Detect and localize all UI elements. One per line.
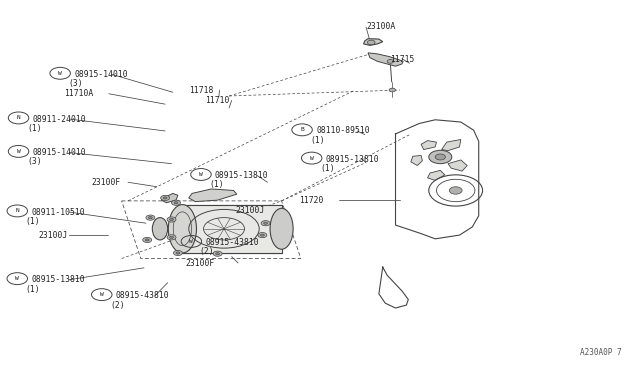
Text: 23100J: 23100J: [236, 206, 265, 215]
Text: A230A0P 7: A230A0P 7: [580, 348, 622, 357]
Circle shape: [435, 154, 445, 160]
Text: 11710: 11710: [205, 96, 229, 105]
Text: W: W: [58, 71, 62, 76]
Text: N: N: [17, 115, 20, 121]
Text: 23100J: 23100J: [38, 231, 68, 240]
Text: (2): (2): [110, 301, 125, 310]
Circle shape: [163, 197, 167, 199]
Circle shape: [167, 217, 176, 222]
Circle shape: [387, 60, 394, 63]
Text: (1): (1): [320, 164, 335, 173]
Text: 08915-13810: 08915-13810: [31, 275, 85, 284]
Text: 08911-10510: 08911-10510: [31, 208, 85, 217]
Text: B: B: [300, 127, 304, 132]
Text: (1): (1): [26, 285, 40, 294]
Text: 08110-89510: 08110-89510: [316, 126, 370, 135]
Text: 08915-13810: 08915-13810: [326, 155, 380, 164]
Circle shape: [176, 252, 180, 254]
Circle shape: [264, 222, 268, 224]
Text: 11715: 11715: [390, 55, 415, 64]
Text: 08915-14010: 08915-14010: [33, 148, 86, 157]
Circle shape: [143, 237, 152, 243]
Polygon shape: [189, 189, 237, 202]
Text: W: W: [15, 276, 19, 281]
Text: 23100A: 23100A: [366, 22, 396, 31]
Polygon shape: [442, 140, 461, 151]
Text: W: W: [189, 239, 193, 244]
Circle shape: [174, 202, 178, 204]
Text: 08911-24010: 08911-24010: [33, 115, 86, 124]
Text: 08915-43810: 08915-43810: [116, 291, 170, 300]
Text: (1): (1): [27, 124, 42, 133]
Circle shape: [258, 232, 267, 238]
Circle shape: [148, 217, 152, 219]
Circle shape: [216, 253, 220, 255]
Circle shape: [429, 150, 452, 164]
Text: (1): (1): [310, 136, 325, 145]
Text: 11720: 11720: [300, 196, 324, 205]
Text: 11718: 11718: [189, 86, 213, 94]
Text: (1): (1): [26, 217, 40, 226]
Circle shape: [170, 236, 173, 238]
Polygon shape: [448, 160, 467, 171]
Text: (3): (3): [68, 79, 83, 88]
Text: N: N: [15, 208, 19, 214]
Circle shape: [367, 40, 375, 45]
Polygon shape: [368, 53, 403, 66]
Bar: [182, 205, 282, 253]
Text: 11710A: 11710A: [64, 89, 93, 98]
Text: 08915-43810: 08915-43810: [205, 238, 259, 247]
Text: 08915-13810: 08915-13810: [215, 171, 269, 180]
Circle shape: [389, 88, 396, 92]
Text: W: W: [17, 149, 20, 154]
Circle shape: [145, 239, 149, 241]
Circle shape: [173, 250, 182, 256]
Text: W: W: [100, 292, 104, 297]
Polygon shape: [421, 141, 436, 150]
Circle shape: [170, 218, 173, 221]
Text: (3): (3): [27, 157, 42, 166]
Ellipse shape: [270, 208, 293, 249]
Circle shape: [172, 200, 180, 205]
Ellipse shape: [152, 218, 168, 240]
Text: 23100F: 23100F: [186, 259, 215, 267]
Circle shape: [167, 235, 176, 240]
Circle shape: [449, 187, 462, 194]
Circle shape: [261, 221, 270, 226]
Circle shape: [213, 251, 222, 256]
Text: W: W: [199, 172, 203, 177]
Ellipse shape: [168, 205, 196, 253]
Circle shape: [260, 234, 264, 236]
Polygon shape: [411, 155, 422, 166]
Polygon shape: [428, 170, 445, 180]
Circle shape: [161, 195, 170, 201]
Text: (1): (1): [209, 180, 224, 189]
Text: 08915-14010: 08915-14010: [74, 70, 128, 79]
Circle shape: [146, 215, 155, 220]
Polygon shape: [161, 193, 178, 203]
Polygon shape: [364, 39, 383, 45]
Text: (2): (2): [200, 247, 214, 256]
Text: W: W: [310, 155, 314, 161]
Text: 23100F: 23100F: [92, 178, 121, 187]
